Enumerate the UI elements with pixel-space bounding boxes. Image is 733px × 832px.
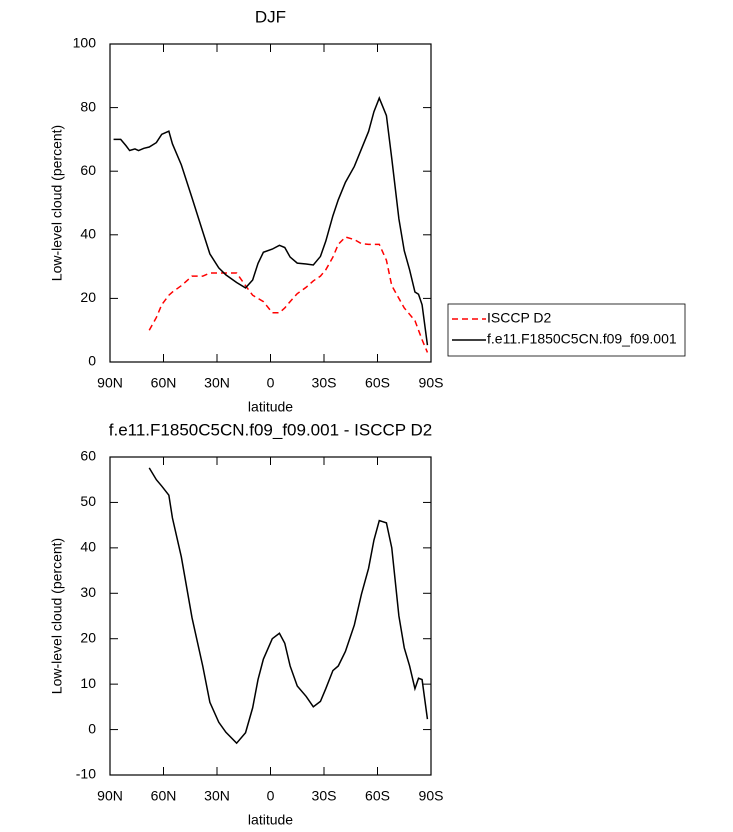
x-axis-label: latitude: [248, 812, 293, 828]
x-tick-label: 90N: [97, 788, 123, 804]
plot-frame: [109, 43, 432, 363]
x-tick-label: 0: [267, 788, 275, 804]
x-tick-label: 90N: [97, 375, 123, 391]
y-tick-label: 0: [88, 720, 96, 736]
y-tick-label: 80: [80, 98, 96, 114]
chart-title: DJF: [255, 7, 286, 26]
y-tick-label: 40: [80, 226, 96, 242]
y-tick-label: 10: [80, 675, 96, 691]
x-tick-label: 30N: [204, 375, 230, 391]
x-tick-label: 90S: [419, 375, 444, 391]
x-tick-label: 90S: [419, 788, 444, 804]
legend-box: [447, 303, 686, 357]
series-line: [113, 96, 429, 346]
x-tick-label: 30S: [312, 788, 337, 804]
x-tick-label: 30N: [204, 788, 230, 804]
series-line: [148, 236, 429, 353]
y-tick-label: 20: [80, 289, 96, 305]
x-tick-label: 60S: [365, 788, 390, 804]
x-tick-label: 0: [267, 375, 275, 391]
y-tick-label: 100: [73, 35, 97, 51]
y-tick-label: 20: [80, 629, 96, 645]
chart-title: f.e11.F1850C5CN.f09_f09.001 - ISCCP D2: [109, 420, 433, 439]
y-tick-label: 0: [88, 353, 96, 369]
x-tick-label: 60S: [365, 375, 390, 391]
plot-frame: [109, 456, 432, 776]
y-tick-label: -10: [76, 766, 96, 782]
x-tick-label: 60N: [151, 788, 177, 804]
y-axis-label: Low-level cloud (percent): [49, 125, 65, 281]
y-tick-label: 60: [80, 162, 96, 178]
series-line: [148, 467, 429, 745]
legend-label: f.e11.F1850C5CN.f09_f09.001: [487, 331, 677, 347]
y-tick-label: 50: [80, 493, 96, 509]
legend-label: ISCCP D2: [487, 310, 552, 326]
x-tick-label: 30S: [312, 375, 337, 391]
x-axis-label: latitude: [248, 399, 293, 415]
y-tick-label: 30: [80, 584, 96, 600]
y-tick-label: 60: [80, 448, 96, 464]
x-tick-label: 60N: [151, 375, 177, 391]
y-tick-label: 40: [80, 539, 96, 555]
y-axis-label: Low-level cloud (percent): [49, 538, 65, 694]
